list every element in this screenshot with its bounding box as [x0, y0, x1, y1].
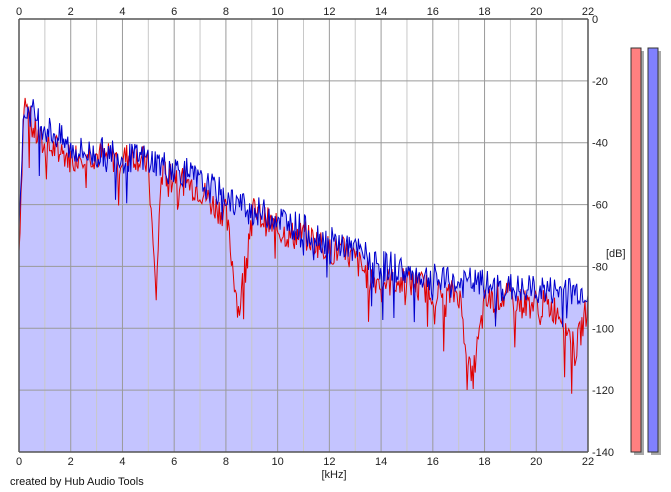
y-tick-label: 0: [592, 14, 598, 26]
x-tick-label-bottom: 22: [582, 456, 594, 468]
x-tick-label-top: 16: [427, 6, 439, 18]
series-lines: [18, 97, 589, 394]
x-tick-label-bottom: 2: [68, 456, 74, 468]
x-tick-label-top: 8: [223, 6, 229, 18]
y-tick-label: -20: [592, 76, 608, 88]
x-tick-label-bottom: 0: [16, 456, 22, 468]
series-line-0: [18, 97, 589, 394]
x-tick-label-bottom: 4: [119, 456, 125, 468]
series-line-1: [18, 99, 589, 328]
y-tick-label: -100: [592, 323, 614, 335]
x-tick-label-top: 12: [323, 6, 335, 18]
x-tick-label-top: 18: [478, 6, 490, 18]
x-tick-label-bottom: 18: [478, 456, 490, 468]
x-tick-label-top: 6: [171, 6, 177, 18]
x-tick-label-bottom: 6: [171, 456, 177, 468]
level-meter-bar: [630, 47, 642, 453]
x-tick-label-bottom: 12: [323, 456, 335, 468]
x-tick-label-top: 2: [68, 6, 74, 18]
axes: [18, 18, 589, 453]
x-tick-label-top: 20: [530, 6, 542, 18]
x-tick-label-top: 10: [272, 6, 284, 18]
y-tick-label: -80: [592, 261, 608, 273]
y-tick-label: -40: [592, 138, 608, 150]
x-tick-label-top: 22: [582, 6, 594, 18]
tick-labels: 002244668810101212141416161818202022220-…: [16, 6, 614, 468]
x-tick-label-bottom: 16: [427, 456, 439, 468]
y-tick-label: -60: [592, 200, 608, 212]
y-tick-label: -120: [592, 385, 614, 397]
y-tick-label: -140: [592, 447, 614, 459]
x-tick-label-bottom: 8: [223, 456, 229, 468]
x-tick-label-bottom: 20: [530, 456, 542, 468]
x-tick-label-bottom: 14: [375, 456, 387, 468]
x-tick-label-top: 14: [375, 6, 387, 18]
y-axis-label: [dB]: [606, 248, 626, 260]
x-tick-label-bottom: 10: [272, 456, 284, 468]
x-axis-label: [kHz]: [321, 469, 346, 481]
level-meters: [630, 47, 661, 455]
x-tick-label-top: 0: [16, 6, 22, 18]
x-tick-label-top: 4: [119, 6, 125, 18]
level-meter-bar: [647, 47, 659, 453]
credit-text: created by Hub Audio Tools: [10, 476, 144, 488]
